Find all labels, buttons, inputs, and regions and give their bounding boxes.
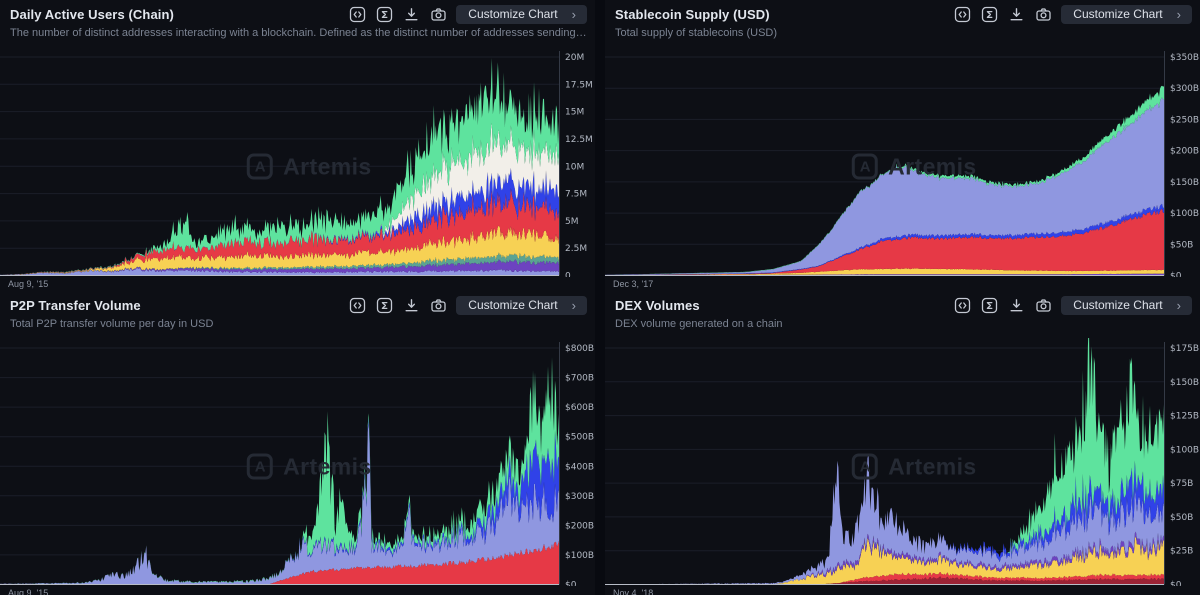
customize-chart-button[interactable]: Customize Chart › xyxy=(456,5,587,24)
chevron-right-icon: › xyxy=(1176,6,1181,22)
stacked-area-chart[interactable]: $800B $700B $600B $500B $400B $300B $200B $100B… xyxy=(0,338,595,586)
svg-text:$800B: $800B xyxy=(565,344,594,354)
svg-text:$200B: $200B xyxy=(1170,147,1199,157)
chart-title: P2P Transfer Volume xyxy=(10,298,141,313)
download-icon[interactable] xyxy=(402,297,420,315)
chart-panel-dex-volumes: DEX Volumes Customize Chart › DEX volume … xyxy=(605,291,1200,595)
svg-text:$350B: $350B xyxy=(1170,53,1199,63)
sigma-summary-icon[interactable] xyxy=(375,297,393,315)
chart-description: DEX volume generated on a chain xyxy=(615,318,783,330)
x-axis-start-label: Nov 4, '18 xyxy=(613,588,654,595)
svg-text:$150B: $150B xyxy=(1170,378,1199,388)
x-axis-start-label: Aug 9, '15 xyxy=(8,588,49,595)
chart-description: The number of distinct addresses interac… xyxy=(10,27,595,39)
customize-chart-button[interactable]: Customize Chart › xyxy=(1061,296,1192,315)
svg-text:$600B: $600B xyxy=(565,403,594,413)
camera-screenshot-icon[interactable] xyxy=(1034,6,1052,24)
camera-screenshot-icon[interactable] xyxy=(1034,297,1052,315)
sigma-summary-icon[interactable] xyxy=(980,6,998,24)
svg-text:$0: $0 xyxy=(1170,581,1182,587)
chart-title: Daily Active Users (Chain) xyxy=(10,7,174,22)
customize-chart-button[interactable]: Customize Chart › xyxy=(1061,5,1192,24)
svg-text:$0: $0 xyxy=(1170,272,1182,278)
svg-text:7.5M: 7.5M xyxy=(565,190,587,200)
chart-panel-p2p-transfer-volume: P2P Transfer Volume Customize Chart › Tot… xyxy=(0,291,595,595)
sigma-summary-icon[interactable] xyxy=(980,297,998,315)
chart-title: DEX Volumes xyxy=(615,298,700,313)
x-axis-start-label: Aug 9, '15 xyxy=(8,279,49,289)
chart-toolbar: Customize Chart › xyxy=(953,296,1192,315)
svg-text:$125B: $125B xyxy=(1170,412,1199,422)
svg-text:$25B: $25B xyxy=(1170,547,1193,557)
svg-text:15M: 15M xyxy=(565,108,584,118)
plot-area: 20M 17.5M 15M 12.5M 10M 7.5M 5M 2.5M 0 A Artemis xyxy=(0,47,595,277)
svg-text:17.5M: 17.5M xyxy=(565,80,593,90)
chart-panel-stablecoin-supply: Stablecoin Supply (USD) Customize Chart ›… xyxy=(605,0,1200,291)
svg-text:$200B: $200B xyxy=(565,521,594,531)
svg-text:$250B: $250B xyxy=(1170,115,1199,125)
panel-header: Stablecoin Supply (USD) Customize Chart › xyxy=(605,0,1200,24)
svg-text:$150B: $150B xyxy=(1170,178,1199,188)
embed-code-icon[interactable] xyxy=(953,6,971,24)
customize-chart-button[interactable]: Customize Chart › xyxy=(456,296,587,315)
svg-text:$700B: $700B xyxy=(565,374,594,384)
download-icon[interactable] xyxy=(402,6,420,24)
download-icon[interactable] xyxy=(1007,6,1025,24)
plot-area: $800B $700B $600B $500B $400B $300B $200B $100B… xyxy=(0,338,595,586)
svg-text:12.5M: 12.5M xyxy=(565,135,593,145)
svg-text:$400B: $400B xyxy=(565,462,594,472)
chart-toolbar: Customize Chart › xyxy=(348,5,587,24)
download-icon[interactable] xyxy=(1007,297,1025,315)
svg-text:$50B: $50B xyxy=(1170,240,1193,250)
svg-text:$50B: $50B xyxy=(1170,513,1193,523)
svg-text:2.5M: 2.5M xyxy=(565,244,587,254)
x-axis-start-label: Dec 3, '17 xyxy=(613,279,654,289)
svg-text:0: 0 xyxy=(565,272,571,278)
chevron-right-icon: › xyxy=(1176,297,1181,313)
svg-text:$300B: $300B xyxy=(1170,84,1199,94)
svg-text:$100B: $100B xyxy=(1170,209,1199,219)
embed-code-icon[interactable] xyxy=(348,297,366,315)
svg-text:20M: 20M xyxy=(565,53,584,63)
chevron-right-icon: › xyxy=(571,6,576,22)
plot-area: $350B $300B $250B $200B $150B $100B $50B $0 A A… xyxy=(605,47,1200,277)
svg-text:$500B: $500B xyxy=(565,433,594,443)
stacked-area-chart[interactable]: $175B $150B $125B $100B $75B $50B $25B $0 xyxy=(605,338,1200,586)
chart-panel-daily-active-users: Daily Active Users (Chain) Customize Cha… xyxy=(0,0,595,291)
camera-screenshot-icon[interactable] xyxy=(429,6,447,24)
chart-description: Total supply of stablecoins (USD) xyxy=(615,27,778,39)
chart-description: Total P2P transfer volume per day in USD xyxy=(10,318,214,330)
chart-title: Stablecoin Supply (USD) xyxy=(615,7,770,22)
svg-text:$0: $0 xyxy=(565,581,577,587)
svg-text:$75B: $75B xyxy=(1170,479,1193,489)
embed-code-icon[interactable] xyxy=(348,6,366,24)
panel-header: DEX Volumes Customize Chart › xyxy=(605,291,1200,315)
sigma-summary-icon[interactable] xyxy=(375,6,393,24)
svg-text:$175B: $175B xyxy=(1170,344,1199,354)
svg-text:5M: 5M xyxy=(565,217,579,227)
camera-screenshot-icon[interactable] xyxy=(429,297,447,315)
plot-area: $175B $150B $125B $100B $75B $50B $25B $0 A Art… xyxy=(605,338,1200,586)
svg-text:$300B: $300B xyxy=(565,492,594,502)
stacked-area-chart[interactable]: $350B $300B $250B $200B $150B $100B $50B $0 xyxy=(605,47,1200,277)
chart-toolbar: Customize Chart › xyxy=(953,5,1192,24)
panel-header: P2P Transfer Volume Customize Chart › xyxy=(0,291,595,315)
chart-toolbar: Customize Chart › xyxy=(348,296,587,315)
svg-text:$100B: $100B xyxy=(565,551,594,561)
panel-header: Daily Active Users (Chain) Customize Cha… xyxy=(0,0,595,24)
stacked-area-chart[interactable]: 20M 17.5M 15M 12.5M 10M 7.5M 5M 2.5M 0 xyxy=(0,47,595,277)
chevron-right-icon: › xyxy=(571,297,576,313)
embed-code-icon[interactable] xyxy=(953,297,971,315)
svg-text:10M: 10M xyxy=(565,162,584,172)
svg-text:$100B: $100B xyxy=(1170,445,1199,455)
